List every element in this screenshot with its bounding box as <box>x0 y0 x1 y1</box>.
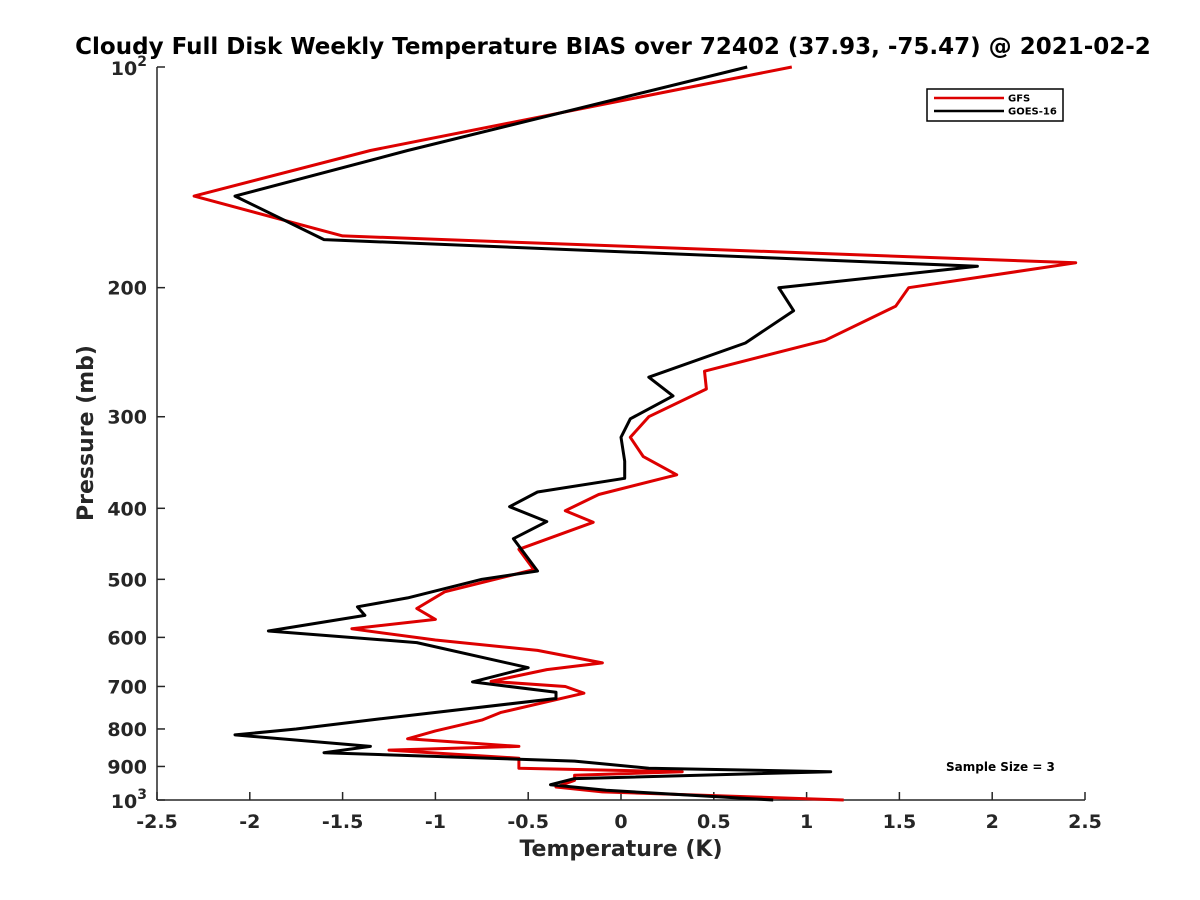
x-tick-label: -1.5 <box>322 811 364 833</box>
y-tick-label: 103 <box>111 787 147 813</box>
series-line-goes16 <box>233 65 979 802</box>
x-tick-label: 0.5 <box>697 811 731 833</box>
y-tick-label: 700 <box>107 676 147 698</box>
series-group <box>192 65 1078 802</box>
y-tick-label: 500 <box>107 569 147 591</box>
chart-title: Cloudy Full Disk Weekly Temperature BIAS… <box>75 34 1151 60</box>
x-tick-label: -2 <box>239 811 260 833</box>
y-tick-label: 900 <box>107 756 147 778</box>
y-tick-label: 102 <box>111 54 147 80</box>
x-tick-label: -2.5 <box>136 811 178 833</box>
x-axis-label: Temperature (K) <box>519 837 722 862</box>
sample-size-annotation: Sample Size = 3 <box>946 760 1055 774</box>
legend-label-goes16: GOES-16 <box>1008 107 1057 118</box>
y-tick-label: 800 <box>107 719 147 741</box>
x-tick-label: -0.5 <box>507 811 549 833</box>
y-tick-label: 300 <box>107 407 147 429</box>
y-tick-label: 400 <box>107 498 147 520</box>
x-tick-label: -1 <box>425 811 446 833</box>
x-tick-label: 1.5 <box>883 811 917 833</box>
y-tick-label: 200 <box>107 278 147 300</box>
x-tick-label: 1 <box>800 811 813 833</box>
x-tick-label: 2.5 <box>1068 811 1102 833</box>
y-ticks: 200 300 400 500 600 700 800 900 102 103 <box>107 54 165 813</box>
legend-box <box>926 88 1064 122</box>
y-axis-label: Pressure (mb) <box>74 345 99 521</box>
x-ticks: -2.5 -2 -1.5 -1 -0.5 0 0.5 1 1.5 2 2.5 <box>136 792 1102 833</box>
legend-label-gfs: GFS <box>1008 94 1030 105</box>
y-tick-label: 600 <box>107 627 147 649</box>
legend: GFS GOES-16 <box>926 88 1064 122</box>
plot-area <box>156 67 1085 801</box>
x-tick-label: 2 <box>986 811 999 833</box>
series-line-gfs <box>192 65 1078 802</box>
x-tick-label: 0 <box>614 811 627 833</box>
